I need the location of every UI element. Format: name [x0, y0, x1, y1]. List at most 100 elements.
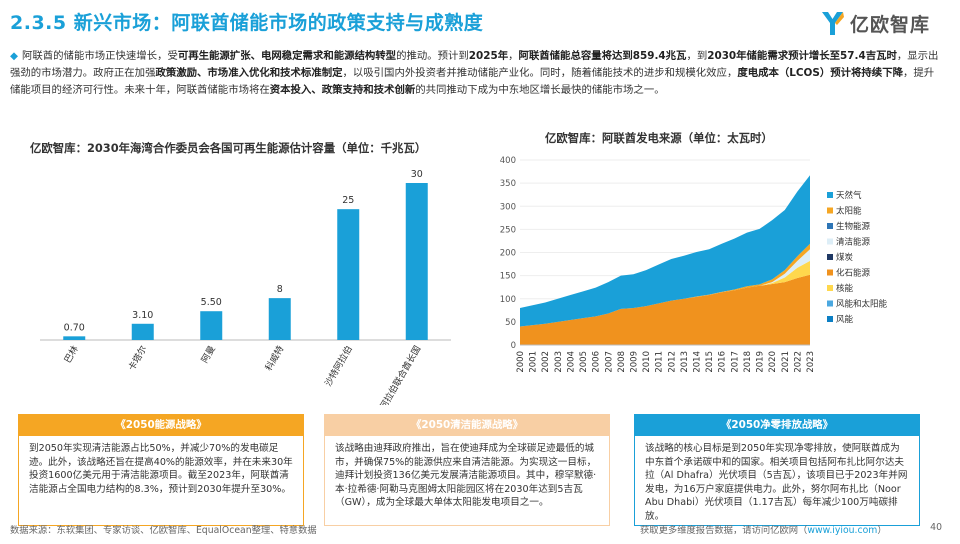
strategy-title: 《2050能源战略》 — [18, 414, 304, 436]
y-tick-label: 0 — [511, 341, 516, 351]
logo-text: 亿欧智库 — [849, 13, 930, 36]
x-tick-label: 2007 — [604, 351, 614, 373]
x-tick-label: 2000 — [516, 351, 526, 373]
right-chart-title: 亿欧智库：阿联酋发电来源（单位：太瓦时） — [545, 131, 773, 145]
legend-swatch — [827, 238, 833, 245]
renewable-capacity-bar-chart: 0.70 巴林 3.10 卡塔尔 5.50 阿曼 8 科威特 25 沙特阿拉伯 30 阿拉伯联合酋长国 — [40, 169, 451, 406]
page-number: 40 — [930, 522, 942, 533]
strategy-box-net-zero-2050: 《2050净零排放战略》 该战略的核心目标是到2050年实现净零排放，使阿联酋成… — [634, 414, 920, 526]
footer-link[interactable]: www.iyiou.com — [807, 525, 878, 536]
intro-text: 阿联酋的储能市场正快速增长，受 — [22, 50, 178, 62]
x-tick-label: 2009 — [629, 351, 639, 373]
legend-label: 化石能源 — [836, 268, 871, 279]
intro-bold: 度电成本（LCOS）预计将持续下降 — [737, 67, 903, 79]
x-tick-label: 2018 — [743, 351, 753, 373]
tick-label: 巴林 — [61, 344, 80, 366]
legend-label: 风能和太阳能 — [836, 299, 888, 310]
data-label: 3.10 — [132, 310, 153, 321]
x-tick-label: 2005 — [579, 351, 589, 373]
intro-text: ， — [508, 50, 519, 62]
intro-paragraph: ◆ 阿联酋的储能市场正快速增长，受可再生能源扩张、电网稳定需求和能源结构转型的推动… — [10, 48, 940, 99]
x-tick-label: 2023 — [806, 351, 816, 373]
legend-label: 风能 — [836, 314, 854, 325]
legend-swatch — [827, 207, 833, 214]
intro-bold: 阿联酋储能总容量将达到859.4兆瓦 — [518, 50, 687, 62]
yiou-logo-icon — [821, 12, 844, 35]
legend-swatch — [827, 269, 833, 276]
y-tick-label: 400 — [500, 156, 516, 166]
x-tick-label: 2017 — [730, 351, 740, 373]
y-tick-label: 150 — [500, 272, 516, 282]
x-tick-label: 2014 — [693, 351, 703, 373]
intro-bold: 政策激励、市场准入优化和技术标准制定 — [155, 67, 343, 79]
bar — [200, 311, 223, 340]
data-label: 8 — [277, 284, 283, 295]
bar — [63, 336, 86, 340]
page-title: 2.3.5 新兴市场：阿联酋储能市场的政策支持与成熟度 — [10, 12, 484, 34]
bar — [405, 183, 428, 340]
y-tick-label: 200 — [500, 249, 516, 259]
legend-swatch — [827, 254, 833, 260]
area-series — [520, 175, 810, 327]
intro-text: ，到 — [686, 50, 708, 62]
tick-label: 阿曼 — [199, 344, 218, 365]
intro-bold: 2030年储能需求预计增长至57.4吉瓦时 — [707, 50, 897, 62]
bar — [131, 323, 154, 340]
intro-text: ，以吸引国内外投资者并推动储能产业化。同时，随着储能技术的进步和规模化效应， — [342, 67, 738, 79]
tick-label: 卡塔尔 — [125, 344, 149, 373]
x-tick-label: 2020 — [768, 351, 778, 373]
legend-label: 核能 — [836, 283, 854, 294]
data-label: 0.70 — [64, 322, 85, 333]
bullet-icon: ◆ — [10, 50, 18, 62]
x-tick-label: 2021 — [781, 351, 791, 373]
data-label: 25 — [342, 195, 354, 206]
data-label: 30 — [411, 169, 423, 180]
tick-label: 阿拉伯联合酋长国 — [377, 344, 423, 406]
data-source: 数据来源：东软集团、专家访谈、亿欧智库、EqualOcean整理、特意数据 — [10, 525, 317, 536]
data-label: 5.50 — [201, 297, 222, 308]
legend-label: 天然气 — [836, 190, 862, 201]
footer-cta-end: ） — [877, 525, 887, 536]
x-tick-label: 2003 — [554, 351, 564, 373]
bar — [337, 209, 360, 340]
legend-swatch — [827, 223, 833, 229]
intro-bold: 可再生能源扩张、电网稳定需求和能源结构转型 — [177, 50, 397, 62]
x-tick-label: 2019 — [756, 351, 766, 373]
power-source-area-chart: 0 50 100 150 200 250 300 350 400 2000 2001 2002 2003… — [500, 156, 888, 373]
legend-label: 煤炭 — [836, 252, 854, 263]
x-tick-label: 2008 — [617, 351, 627, 373]
x-tick-label: 2022 — [793, 351, 803, 373]
logo: 亿欧智库 — [820, 8, 930, 38]
y-tick-label: 250 — [500, 225, 516, 235]
legend-swatch — [827, 300, 833, 307]
tick-label: 科威特 — [262, 344, 286, 373]
footer-cta: 获取更多维度报告数据，请访问亿欧网（www.iyiou.com） — [640, 522, 887, 536]
intro-text: 的共同推动下成为中东地区增长最快的储能市场之一。 — [415, 84, 665, 96]
footer-cta-text: 获取更多维度报告数据，请访问亿欧网（ — [640, 525, 808, 536]
strategy-body: 到2050年实现清洁能源占比50%，并减少70%的发电碳足迹。此外，该战略还旨在… — [18, 436, 304, 526]
x-tick-label: 2010 — [642, 351, 652, 373]
legend-label: 生物能源 — [836, 221, 871, 232]
x-tick-label: 2001 — [529, 351, 539, 373]
strategy-body: 该战略由迪拜政府推出，旨在使迪拜成为全球碳足迹最低的城市，并确保75%的能源供应… — [324, 436, 610, 526]
strategy-title: 《2050清洁能源战略》 — [324, 414, 610, 436]
x-tick-label: 2004 — [566, 351, 576, 373]
x-tick-label: 2015 — [705, 351, 715, 373]
y-tick-label: 300 — [500, 202, 516, 212]
strategy-title: 《2050净零排放战略》 — [634, 414, 920, 436]
strategy-body: 该战略的核心目标是到2050年实现净零排放，使阿联酋成为中东首个承诺碳中和的国家… — [634, 436, 920, 526]
tick-label: 沙特阿拉伯 — [322, 344, 355, 389]
intro-text: ，提升储能项目的经济可行性。未来十年，阿联酋储能市场将在 — [10, 67, 935, 96]
x-tick-label: 2011 — [655, 351, 665, 373]
intro-text: ，显示出强劲的市场潜力。政府正在加强 — [10, 50, 939, 79]
x-tick-label: 2002 — [541, 351, 551, 373]
strategy-box-energy-2050: 《2050能源战略》 到2050年实现清洁能源占比50%，并减少70%的发电碳足… — [18, 414, 304, 526]
x-tick-label: 2006 — [592, 351, 602, 373]
area-series — [520, 274, 810, 345]
x-tick-label: 2012 — [667, 351, 677, 373]
y-tick-label: 100 — [500, 295, 516, 305]
intro-bold: 2025年 — [468, 50, 509, 62]
legend-label: 清洁能源 — [836, 237, 871, 248]
left-chart-title: 亿欧智库：2030年海湾合作委员会各国可再生能源估计容量（单位：千兆瓦） — [30, 141, 427, 155]
y-tick-label: 50 — [505, 318, 516, 328]
